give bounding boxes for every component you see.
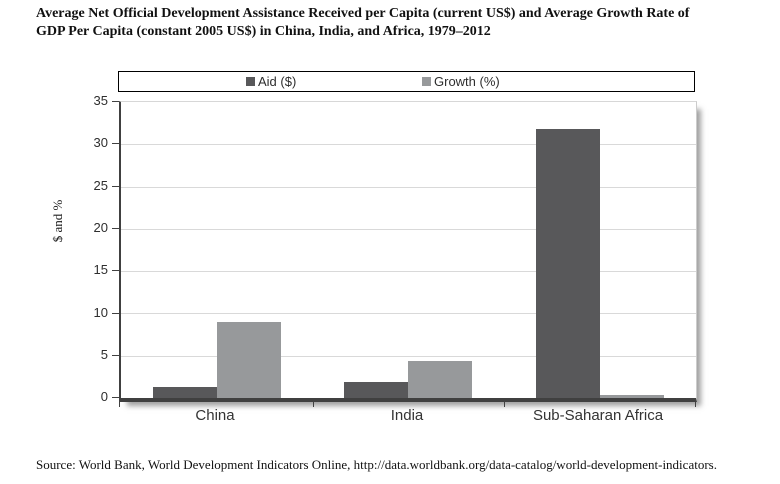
growth-color-swatch (422, 77, 431, 86)
y-tick-mark (112, 186, 119, 187)
x-tick-mark (695, 402, 696, 407)
y-tick-mark (112, 228, 119, 229)
gridline-20 (121, 228, 696, 230)
plot-area (119, 101, 697, 407)
bar-growth-india (408, 360, 473, 398)
gridline-25 (121, 186, 696, 188)
bar-aid-china (152, 387, 217, 398)
y-axis-title: $ and % (50, 199, 65, 243)
x-category-label-china: China (195, 407, 235, 424)
legend-box: Aid ($) Growth (%) (118, 71, 695, 92)
legend-label-growth: Growth (%) (434, 74, 500, 89)
bar-growth-china (216, 321, 281, 398)
y-tick-label-10: 10 (93, 305, 108, 320)
chart-title-line1: Average Net Official Development Assista… (36, 6, 690, 21)
gridline-30 (121, 144, 696, 146)
bar-group-china (121, 102, 313, 398)
y-tick-label-15: 15 (93, 262, 108, 277)
y-tick-mark (112, 397, 119, 398)
y-tick-label-35: 35 (93, 93, 108, 108)
gridline-10 (121, 313, 696, 315)
legend-label-aid: Aid ($) (258, 74, 297, 89)
x-tick-mark (312, 402, 314, 407)
y-tick-mark (112, 355, 119, 356)
bar-group-india (313, 102, 505, 398)
gridline-5 (121, 355, 696, 357)
x-tick-mark (119, 402, 120, 407)
bar-growth-sub-saharan-africa (600, 395, 665, 398)
y-tick-mark (112, 270, 119, 271)
chart-title-line2: GDP Per Capita (constant 2005 US$) in Ch… (36, 24, 491, 39)
legend-item-growth: Growth (%) (422, 72, 500, 91)
gridline-15 (121, 271, 696, 273)
source-note: Source: World Bank, World Development In… (36, 457, 717, 472)
bar-aid-sub-saharan-africa (536, 129, 601, 398)
y-tick-label-30: 30 (93, 135, 108, 150)
x-tick-mark (504, 402, 506, 407)
y-tick-mark (112, 143, 119, 144)
bar-group-sub-saharan-africa (504, 102, 696, 398)
bar-aid-india (344, 381, 409, 398)
y-tick-label-5: 5 (100, 347, 108, 362)
chart-title: Average Net Official Development Assista… (36, 5, 752, 41)
y-tick-mark (112, 101, 119, 102)
x-category-label-india: India (390, 407, 424, 424)
aid-color-swatch (246, 77, 255, 86)
legend-item-aid: Aid ($) (246, 72, 296, 91)
y-tick-mark (112, 313, 119, 314)
y-tick-label-0: 0 (100, 389, 108, 404)
y-tick-label-25: 25 (93, 178, 108, 193)
y-tick-label-20: 20 (93, 220, 108, 235)
x-category-label-sub-saharan-africa: Sub-Saharan Africa (532, 407, 664, 424)
